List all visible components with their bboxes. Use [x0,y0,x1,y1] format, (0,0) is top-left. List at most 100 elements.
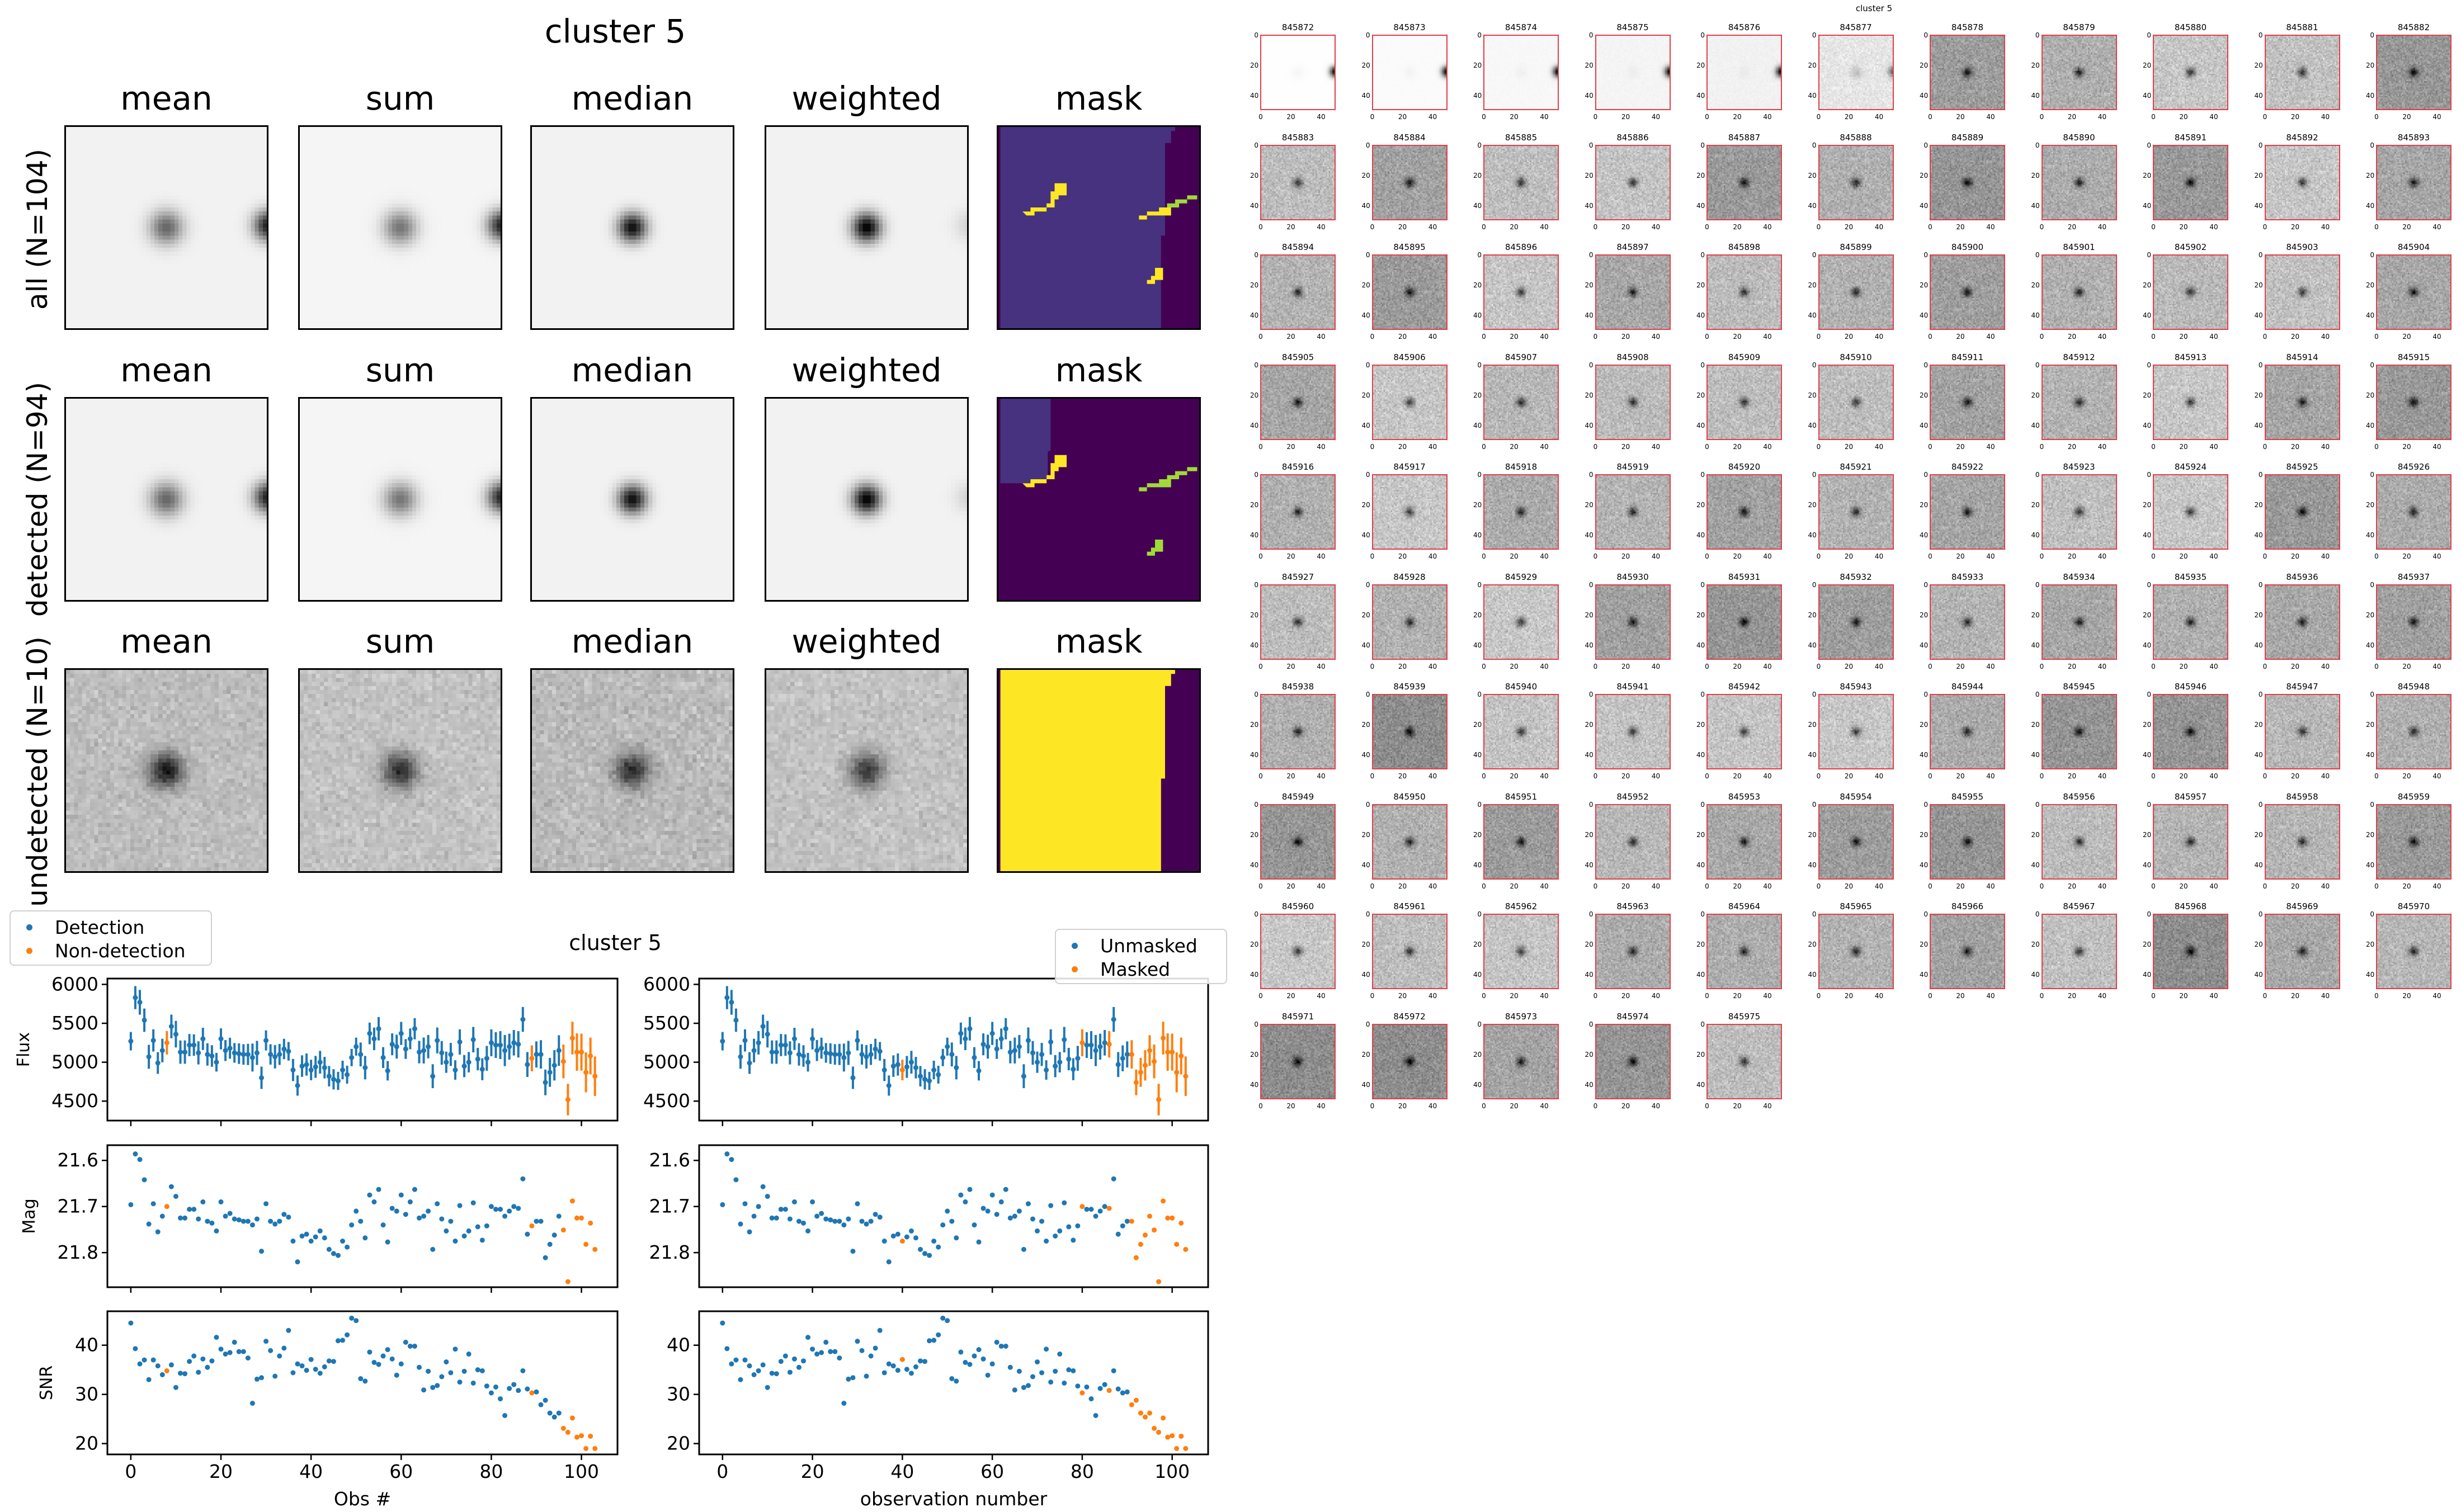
thumbnail-x-tick-label: 20 [1956,662,1965,670]
snr-point-unmasked [945,1318,950,1324]
thumbnail-x-tick-label: 40 [1317,333,1326,341]
mag-point-detection [534,1218,539,1224]
thumbnail-y-tick-label: 20 [2031,830,2040,839]
mag-point-detection [178,1215,183,1221]
thumbnail-y-tick-label: 20 [1808,721,1817,729]
thumbnail-y-tick-label: 0 [2258,361,2263,369]
thumbnail-y-tick-label: 20 [1920,941,1929,948]
mag-point-unmasked [945,1208,950,1214]
snr-point-detection [142,1357,147,1363]
thumbnail-image [1595,144,1671,220]
mag-point-masked [1161,1198,1166,1204]
snr-point-unmasked [1062,1380,1067,1386]
thumbnail-id: 845923 [2063,462,2095,472]
thumbnail-y-tick-label: 0 [1254,361,1258,369]
thumbnail-y-tick-label: 40 [1808,421,1817,429]
mag-point-detection [493,1207,498,1212]
thumbnail-y-tick-label: 0 [2147,580,2151,589]
flux-point-detection [484,1056,489,1061]
y-axis-label-flux: Flux [14,1032,34,1067]
thumbnail-x-tick-label: 0 [1816,882,1821,890]
flux-point-detection [466,1060,472,1065]
thumbnail-y-tick-label: 0 [1812,251,1817,259]
thumbnail-y-tick-label: 40 [2254,531,2263,539]
thumbnail-y-tick-label: 0 [1477,800,1482,809]
thumbnail-image [1930,35,2005,110]
thumbnail-x-tick-label: 20 [1510,223,1519,231]
flux-point-detection [448,1052,454,1057]
cutout-image [1261,805,1335,878]
flux-point-unmasked [958,1031,964,1036]
thumbnail-y-tick-label: 40 [2143,531,2152,539]
thumbnail-x-tick-label: 0 [1593,333,1598,341]
thumbnail-y-tick-label: 40 [1250,751,1259,759]
thumbnail: 845926 0 0 20 20 40 40 [2366,462,2451,560]
snr-point-unmasked [846,1376,851,1382]
snr-point-detection [214,1335,219,1340]
mag-point-masked [1138,1241,1143,1247]
thumbnail-x-tick-label: 0 [1593,662,1598,670]
thumbnail-id: 845896 [1505,242,1538,252]
flux-point-masked [1106,1042,1112,1047]
thumbnail-y-tick-label: 40 [1473,751,1482,759]
thumbnail-x-tick-label: 20 [1844,662,1854,670]
thumbnail-image [2376,35,2451,110]
thumbnail-y-tick-label: 20 [1696,391,1705,399]
mag-point-unmasked [796,1218,802,1224]
thumbnail-x-tick-label: 20 [1956,113,1965,121]
flux-point-detection [511,1040,517,1046]
thumbnail-y-tick-label: 20 [1473,62,1482,69]
thumbnail-y-tick-label: 20 [1361,62,1370,69]
thumbnail-x-tick-label: 40 [1317,1102,1326,1110]
thumbnail-y-tick-label: 20 [1361,1050,1370,1059]
thumbnail-x-tick-label: 20 [1510,333,1519,341]
flux-point-detection [520,1017,526,1022]
flux-point-masked [1133,1080,1139,1085]
thumbnail-image [2153,694,2228,769]
cutout-image [1261,915,1335,988]
thumbnail-x-tick-label: 0 [1258,442,1263,451]
snr-point-detection [457,1379,463,1385]
thumbnail-x-tick-label: 40 [1540,113,1549,121]
flux-point-detection [394,1044,399,1050]
thumbnail-x-tick-label: 0 [2039,992,2044,1000]
x-tick-label: 100 [1154,1461,1190,1482]
thumbnail-x-tick-label: 0 [2151,882,2156,890]
snr-point-detection [286,1327,291,1333]
thumbnail-id: 845941 [1616,682,1649,692]
thumbnail-image [1930,584,2005,660]
thumbnail-x-tick-label: 20 [2067,223,2077,231]
flux-point-unmasked [963,1036,968,1042]
thumbnail-id: 845955 [1951,791,1984,802]
thumbnail-image [2264,584,2340,660]
cutout-image [2265,36,2339,109]
thumbnail-id: 845893 [2397,132,2430,143]
thumbnail-id: 845922 [1951,462,1984,472]
flux-point-detection [159,1048,165,1053]
flux-point-unmasked [1007,1050,1013,1055]
thumbnail-x-tick-label: 0 [2374,333,2379,341]
thumbnail: 845929 0 0 20 20 40 40 [1473,572,1559,670]
thumbnail-x-tick-label: 20 [1844,442,1854,451]
cutout-image [2154,36,2227,109]
flux-point-unmasked [1003,1026,1008,1032]
snr-point-detection [556,1410,562,1416]
mag-point-detection [196,1216,201,1222]
thumbnail-y-tick-label: 40 [1250,1080,1259,1089]
thumbnail: 845900 0 0 20 20 40 40 [1920,242,2005,341]
thumbnail: 845931 0 0 20 20 40 40 [1696,572,1782,670]
thumbnail-id: 845911 [1951,352,1984,362]
flux-point-detection [209,1053,215,1059]
mag-point-non-detection [569,1198,575,1204]
sum-stack-image [300,399,501,600]
snr-point-unmasked [1044,1346,1049,1352]
snr-point-detection [254,1376,260,1382]
snr-point-detection [484,1383,489,1389]
mag-point-detection [254,1216,260,1222]
thumbnail-y-tick-label: 40 [2254,971,2263,979]
thumbnail-x-tick-label: 20 [2402,333,2411,341]
mag-point-masked [1174,1241,1180,1247]
thumbnail-x-tick-label: 40 [1763,1102,1772,1110]
x-tick-label: 60 [980,1461,1004,1482]
thumbnail-y-tick-label: 40 [2366,641,2375,649]
